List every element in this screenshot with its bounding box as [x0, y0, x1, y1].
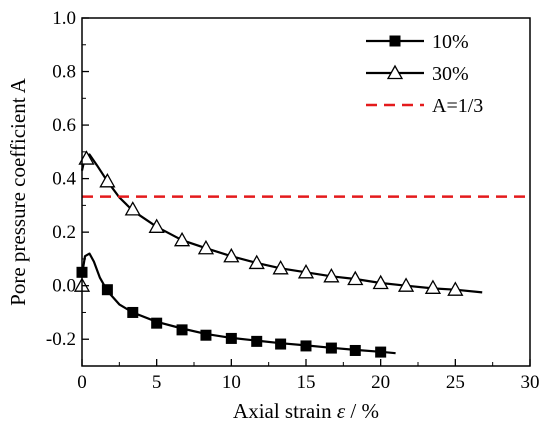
- data-point: [200, 329, 212, 341]
- legend-marker: [386, 64, 404, 80]
- series-0: [76, 252, 396, 358]
- data-point: [300, 340, 312, 352]
- data-point: [251, 335, 263, 347]
- data-point: [349, 344, 361, 356]
- x-tick-label: 25: [446, 372, 465, 393]
- y-tick-label: 0.4: [52, 169, 76, 190]
- y-tick-label: 1.0: [52, 8, 76, 29]
- data-point: [325, 342, 337, 354]
- data-point: [225, 332, 237, 344]
- data-point: [275, 338, 287, 350]
- y-tick-label: 0.8: [52, 62, 76, 83]
- data-point: [347, 270, 364, 286]
- data-point: [323, 267, 340, 283]
- data-point: [447, 281, 464, 296]
- x-tick-label: 5: [152, 372, 162, 393]
- data-point: [223, 247, 240, 263]
- data-point: [124, 201, 141, 216]
- data-point: [272, 259, 289, 275]
- series-1: [73, 150, 483, 296]
- x-axis-title-unit: / %: [345, 399, 379, 423]
- y-tick-label: 0.2: [52, 222, 76, 243]
- x-tick-label: 0: [77, 372, 87, 393]
- legend-marker: [389, 35, 401, 47]
- data-point: [78, 150, 95, 165]
- series-line: [80, 252, 396, 355]
- x-tick-label: 15: [297, 372, 316, 393]
- data-point: [127, 306, 139, 318]
- data-point: [297, 263, 315, 279]
- data-point: [397, 277, 415, 292]
- data-point: [424, 279, 442, 294]
- data-point: [375, 346, 387, 358]
- legend-label: A=1/3: [432, 95, 483, 117]
- data-point: [99, 172, 116, 188]
- y-tick-label: 0.6: [52, 115, 76, 136]
- x-tick-label: 20: [371, 372, 390, 393]
- data-point: [173, 231, 191, 247]
- legend: 10% 30% A=1/3: [366, 31, 483, 117]
- y-axis-title: Pore pressure coefficient A: [6, 77, 30, 305]
- y-tick-label: 0.0: [52, 276, 76, 297]
- data-point: [101, 284, 113, 296]
- x-tick-label: 10: [222, 372, 241, 393]
- legend-label: 10%: [432, 31, 469, 53]
- data-point: [176, 324, 188, 336]
- x-tick-label: 30: [521, 372, 540, 393]
- x-axis-title-main: Axial strain: [233, 399, 337, 423]
- data-point: [372, 274, 389, 290]
- y-tick-label: -0.2: [46, 329, 76, 350]
- x-axis-title-symbol: ε: [337, 399, 346, 423]
- data-point: [148, 218, 165, 233]
- x-axis-title: Axial strain ε / %: [233, 399, 379, 423]
- data-point: [151, 317, 163, 329]
- data-point: [197, 239, 215, 255]
- data-point: [248, 254, 265, 270]
- legend-label: 30%: [432, 63, 469, 85]
